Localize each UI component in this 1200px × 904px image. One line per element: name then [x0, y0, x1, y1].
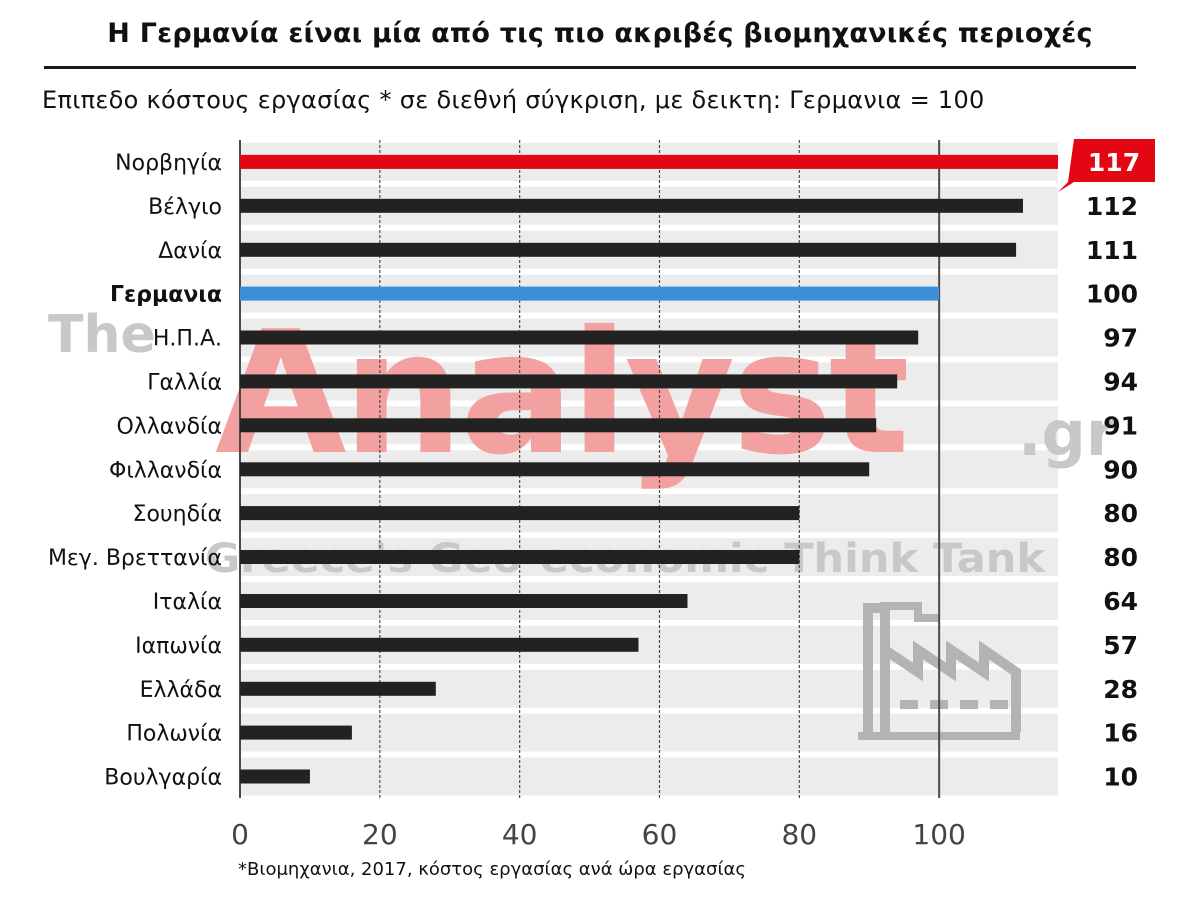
watermark-suffix: .gr	[1018, 397, 1117, 470]
x-tick-label: 80	[781, 818, 817, 851]
value-label: 28	[1103, 675, 1138, 704]
watermark-brand: Analyst	[215, 295, 907, 493]
category-labels: Νορβηγία Βέλγιο Δανία Γερμανια Η.Π.Α. Γαλλία Ο…	[48, 151, 222, 791]
factory-window	[900, 700, 918, 709]
value-label: 111	[1086, 236, 1138, 265]
value-label: 80	[1103, 499, 1138, 528]
bar	[240, 242, 1017, 257]
category-label: Δανία	[158, 239, 222, 264]
value-label: 57	[1103, 631, 1138, 660]
x-tick-label: 100	[912, 818, 965, 851]
category-label: Η.Π.Α.	[153, 327, 222, 352]
bar	[240, 286, 940, 301]
value-label: 91	[1103, 411, 1138, 440]
bar	[240, 681, 436, 696]
x-tick-label: 0	[231, 818, 249, 851]
category-label: Ιαπωνία	[135, 634, 222, 659]
row-band	[240, 757, 1058, 796]
category-label: Σουηδία	[133, 502, 222, 527]
category-label: Ελλάδα	[140, 678, 222, 703]
factory-window	[960, 700, 978, 709]
category-label: Νορβηγία	[115, 151, 222, 176]
x-tick-label: 40	[502, 818, 538, 851]
category-label: Βέλγιο	[148, 195, 222, 220]
factory-building	[863, 603, 1021, 732]
bar	[240, 506, 800, 521]
category-label: Ολλανδία	[116, 414, 222, 439]
value-label: 10	[1103, 763, 1138, 792]
bars	[240, 154, 1058, 784]
x-tick-label: 60	[642, 818, 678, 851]
value-label: 90	[1103, 455, 1138, 484]
watermark-the: The	[48, 305, 156, 365]
category-label: Γαλλία	[147, 370, 222, 395]
x-tick-label: 20	[362, 818, 398, 851]
factory-window	[990, 700, 1008, 709]
bar	[240, 418, 877, 433]
footnote: *Βιομηχανια, 2017, κόστος εργασίας ανά ώ…	[238, 859, 746, 880]
bar	[240, 725, 352, 740]
bar	[240, 374, 898, 389]
value-label: 112	[1086, 192, 1138, 221]
value-label: 64	[1103, 587, 1138, 616]
bar	[240, 769, 310, 784]
bar	[240, 330, 919, 345]
bar	[240, 637, 639, 652]
chart-title: Η Γερμανία είναι μία από τις πιο ακριβές…	[107, 18, 1093, 49]
title-divider	[44, 66, 1136, 69]
value-label: 80	[1103, 543, 1138, 572]
category-label: Φιλλανδία	[109, 458, 222, 483]
chart-subtitle: Επιπεδο κόστους εργασίας * σε διεθνή σύγ…	[42, 86, 985, 114]
value-label: 94	[1103, 367, 1138, 396]
category-label: Μεγ. Βρεττανία	[48, 546, 222, 571]
value-labels: 117 112 111 100 97 94 91 90 80 80 64 57 28 16 10	[1058, 138, 1155, 792]
bar	[240, 462, 870, 477]
bar	[240, 550, 800, 564]
value-label: 100	[1086, 280, 1138, 309]
x-tick-labels: 0 20 40 60 80 100	[231, 818, 966, 851]
bar	[240, 594, 688, 608]
bar	[240, 154, 1058, 169]
value-label: 97	[1103, 324, 1138, 353]
category-label: Γερμανια	[110, 283, 222, 308]
value-label: 16	[1103, 719, 1138, 748]
value-label: 117	[1088, 148, 1140, 177]
category-label: Βουλγαρία	[104, 766, 222, 791]
bar	[240, 198, 1023, 213]
category-label: Πολωνία	[126, 722, 222, 747]
category-label: Ιταλία	[153, 590, 222, 615]
factory-smoke	[880, 602, 940, 622]
value-callout	[1058, 138, 1155, 192]
